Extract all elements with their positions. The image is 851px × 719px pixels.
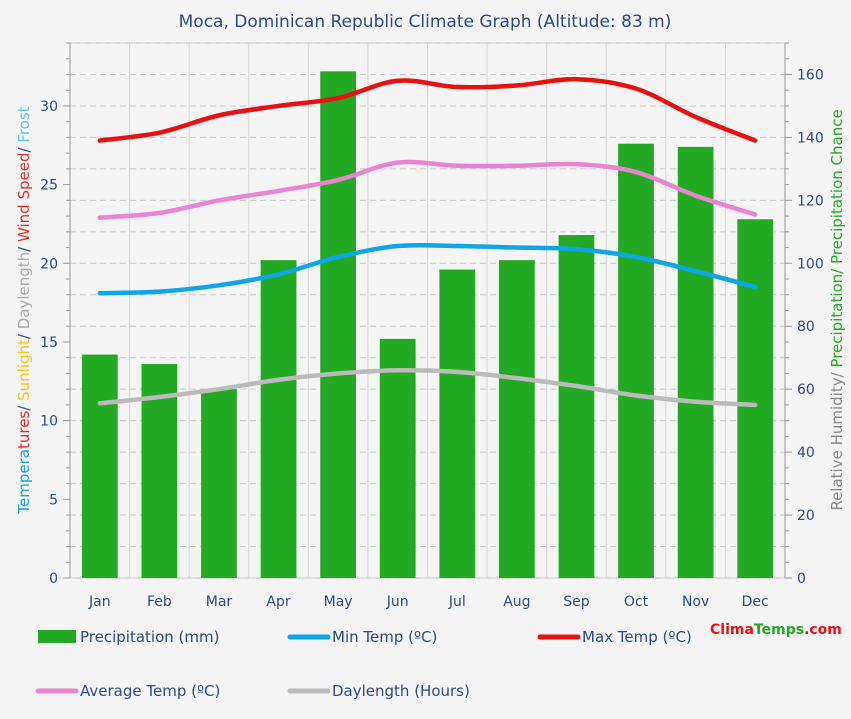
- left-axis-label-part: Wind Speed: [15, 153, 33, 243]
- precip-bar-jun: [379, 338, 416, 578]
- precip-bar-sep: [558, 234, 595, 578]
- brand-part-3: .com: [804, 622, 842, 638]
- right-tick-label: 40: [797, 445, 815, 461]
- right-axis-label: Relative Humidity/ Precipitation/ Precip…: [828, 109, 846, 510]
- series-lines: [97, 76, 758, 408]
- grid-lines: [70, 42, 785, 579]
- legend-label-daylength-hours: Daylength (Hours): [332, 682, 470, 700]
- right-axis-label-part: Relative Humidity/: [828, 368, 846, 511]
- left-axis-label-part: /: [15, 401, 33, 411]
- left-axis-label-part: Frost: [15, 106, 33, 142]
- x-tick-label-oct: Oct: [624, 594, 649, 610]
- right-tick-label: 100: [797, 256, 824, 272]
- brand-logo: ClimaTemps.com: [710, 622, 842, 638]
- max-temp-c-line: [97, 76, 758, 143]
- x-tick-label-aug: Aug: [503, 594, 530, 610]
- x-tick-label-nov: Nov: [682, 594, 709, 610]
- right-tick-label: 140: [797, 130, 824, 146]
- x-tick-label-jul: Jul: [448, 594, 466, 610]
- x-tick-label-feb: Feb: [147, 594, 172, 610]
- right-tick-label: 20: [797, 508, 815, 524]
- average-temp-c-line: [97, 159, 758, 220]
- brand-part-2: Temps: [754, 622, 804, 638]
- right-tick-label: 160: [797, 67, 824, 83]
- x-tick-label-jun: Jun: [386, 594, 409, 610]
- precip-bar-apr: [260, 260, 297, 578]
- chart-title: Moca, Dominican Republic Climate Graph (…: [179, 12, 672, 32]
- left-axis-label-part: Daylength: [15, 252, 33, 329]
- daylength-hours-line: [97, 367, 758, 408]
- precip-bar-jan: [81, 354, 118, 578]
- right-tick-label: 60: [797, 382, 815, 398]
- left-axis-label-part: Tempera: [15, 449, 33, 515]
- x-tick-label-dec: Dec: [742, 594, 769, 610]
- legend-label-precipitation-mm: Precipitation (mm): [80, 628, 219, 646]
- legend: Precipitation (mm) Min Temp (ºC) Max Temp …: [35, 628, 692, 700]
- precip-bar-aug: [499, 260, 535, 578]
- left-tick-label: 0: [49, 571, 58, 587]
- legend-label-average-temp-c: Average Temp (ºC): [80, 682, 220, 700]
- precip-bar-oct: [618, 143, 654, 579]
- legend-label-max-temp-c: Max Temp (ºC): [582, 628, 692, 646]
- left-axis-label: Temperatures/ Sunlight/ Daylength/ Wind …: [15, 106, 33, 514]
- x-tick-label-sep: Sep: [563, 594, 590, 610]
- left-axis-label-part: /: [15, 329, 33, 339]
- precip-bar-dec: [737, 219, 774, 578]
- left-tick-label: 30: [40, 99, 58, 115]
- legend-swatch-precipitation-mm: [38, 630, 76, 643]
- left-tick-label: 10: [40, 414, 58, 430]
- left-tick-label: 15: [40, 335, 58, 351]
- min-temp-c-line: [97, 242, 758, 296]
- left-axis-label-part: /: [15, 242, 33, 252]
- left-tick-label: 20: [40, 256, 58, 272]
- x-tick-label-apr: Apr: [266, 594, 290, 610]
- precip-bar-jul: [439, 269, 476, 578]
- left-tick-label: 25: [40, 178, 58, 194]
- brand-part-1: Clima: [710, 622, 754, 638]
- x-tick-label-may: May: [324, 594, 353, 610]
- left-axis-label-part: tures: [15, 411, 33, 449]
- left-tick-label: 5: [49, 492, 58, 508]
- precip-bar-mar: [201, 389, 237, 578]
- legend-label-min-temp-c: Min Temp (ºC): [332, 628, 437, 646]
- precip-bar-may: [320, 71, 356, 578]
- right-tick-label: 80: [797, 319, 815, 335]
- right-tick-label: 0: [797, 571, 806, 587]
- left-axis-label-part: Sunlight: [15, 339, 33, 401]
- x-tick-label-mar: Mar: [206, 594, 233, 610]
- right-axis-label-part: Precipitation/ Precipitation Chance: [828, 109, 846, 367]
- right-tick-label: 120: [797, 193, 824, 209]
- precip-bar-nov: [677, 146, 714, 578]
- axes: 0 5 10 15 20 25 30 0 20 40 60 80 100 120 140 160 Jan Feb M…: [15, 42, 846, 610]
- left-axis-label-part: /: [15, 143, 33, 153]
- x-tick-label-jan: Jan: [88, 594, 111, 610]
